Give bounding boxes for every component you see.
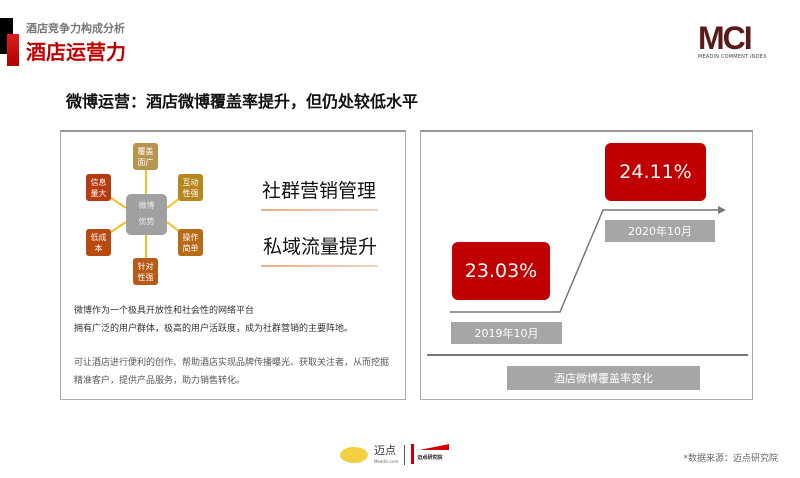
arrow-icon — [718, 206, 726, 214]
node-low-cost: 低成本 — [86, 229, 111, 256]
diagram-center-weibo-advantage: 微博 优势 — [126, 194, 167, 235]
trend-line — [427, 206, 748, 356]
underline — [261, 265, 378, 267]
label-2020: 2020年10月 — [605, 220, 715, 242]
institute-logo: 迈点研究院 — [411, 444, 451, 466]
node-info: 信息量大 — [86, 174, 111, 201]
weibo-advantages-panel — [60, 130, 406, 400]
keyword-private-traffic: 私域流量提升 — [263, 236, 378, 258]
node-interaction: 互动性强 — [178, 174, 203, 201]
logo-subtext: MEADIN COMMENT INDEX — [698, 54, 767, 60]
paragraph-benefits: 可让酒店进行便利的创作、帮助酒店实现品牌传播曝光、获取关注者，从而挖掘精准客户，… — [74, 358, 390, 386]
data-source: *数据来源：迈点研究院 — [683, 454, 778, 464]
underline — [261, 209, 378, 211]
page-title: 酒店运营力 — [26, 40, 126, 64]
section-subtitle: 酒店竞争力构成分析 — [26, 22, 125, 35]
diagram-connectors — [110, 170, 181, 258]
logo-text: MCI — [698, 20, 753, 56]
node-coverage: 覆盖面广 — [133, 143, 158, 170]
coverage-caption: 酒店微博覆盖率变化 — [507, 366, 700, 390]
header-accent-red — [7, 34, 19, 66]
node-simple: 操作简单 — [178, 229, 203, 256]
headline: 微博运营：酒店微博覆盖率提升，但仍处较低水平 — [66, 92, 419, 111]
coverage-panel — [420, 130, 753, 400]
meadin-eye-icon — [340, 447, 368, 463]
mci-logo: MCI MEADIN COMMENT INDEX — [698, 22, 778, 64]
footer-logos: 迈点 Meadin.com 迈点研究院 — [340, 444, 451, 466]
value-2020: 24.11% — [605, 143, 706, 201]
brand-url: Meadin.com — [374, 458, 399, 464]
paragraph-intro: 微博作为一个极具开放性和社会性的网络平台 拥有广泛的用户群体，极高的用户活跃度，成… — [74, 306, 354, 334]
value-2019: 23.03% — [452, 242, 550, 300]
node-targeted: 针对性强 — [133, 258, 158, 285]
keyword-community-marketing: 社群营销管理 — [262, 180, 377, 202]
label-2019: 2019年10月 — [451, 322, 562, 344]
brand-name: 迈点 — [374, 443, 396, 457]
